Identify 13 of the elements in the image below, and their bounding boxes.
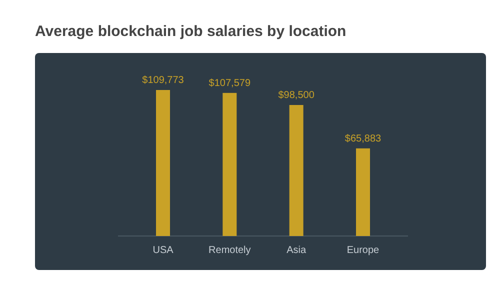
x-tick-label: Asia [286,245,306,256]
data-label: $65,883 [344,133,382,144]
bar [289,104,304,236]
bar [222,92,237,236]
x-tick-label: Europe [346,245,380,256]
chart-title: Average blockchain job salaries by location [35,23,346,40]
bar [156,90,170,236]
bar [356,148,370,236]
data-label: $107,579 [208,78,251,89]
x-tick-label: USA [152,245,174,256]
data-label: $98,500 [278,90,315,101]
x-tick-label: Remotely [208,245,251,256]
data-label: $109,773 [142,75,184,86]
